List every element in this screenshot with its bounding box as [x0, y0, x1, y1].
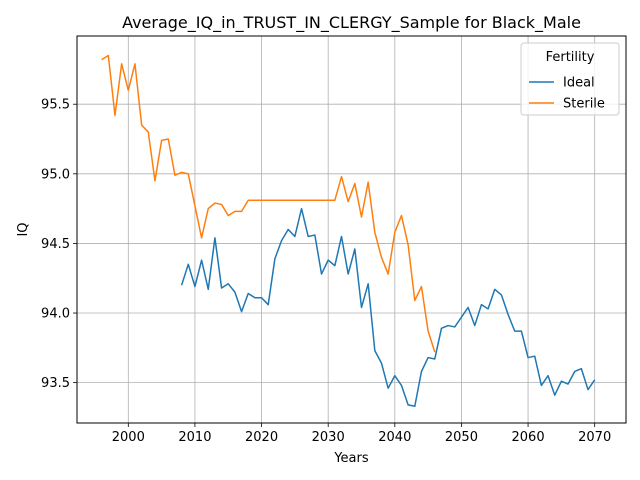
- x-tick-label: 2010: [178, 430, 211, 445]
- x-tick-label: 2040: [378, 430, 411, 445]
- legend-label-ideal: Ideal: [563, 76, 595, 91]
- legend: Fertility Ideal Sterile: [520, 42, 620, 116]
- y-tick-label: 93.5: [41, 376, 70, 391]
- x-tick-label: 2060: [512, 430, 545, 445]
- series-line-ideal: [180, 207, 596, 408]
- y-axis-label: IQ: [16, 222, 31, 236]
- y-tick-label: 95.0: [41, 167, 70, 182]
- x-tick-label: 2020: [245, 430, 278, 445]
- x-tick-label: 2000: [112, 430, 145, 445]
- y-tick-label: 94.5: [41, 237, 70, 252]
- x-tick-label: 2070: [578, 430, 611, 445]
- y-tick-label: 94.0: [41, 307, 70, 322]
- plot-frame: [76, 35, 627, 424]
- x-axis-label: Years: [333, 451, 369, 466]
- legend-title: Fertility: [546, 50, 595, 65]
- series-layer: [101, 54, 596, 408]
- x-tick-label: 2030: [312, 430, 345, 445]
- legend-box: [520, 42, 620, 116]
- axis-ticks: 2000 2010 2020 2030 2040 2050 2060 2070 93.5 94.0…: [41, 98, 611, 445]
- chart-title: Average_IQ_in_TRUST_IN_CLERGY_Sample for…: [122, 13, 581, 33]
- legend-label-sterile: Sterile: [563, 97, 605, 112]
- series-line-sterile: [101, 54, 436, 353]
- x-tick-label: 2050: [445, 430, 478, 445]
- y-tick-label: 95.5: [41, 98, 70, 113]
